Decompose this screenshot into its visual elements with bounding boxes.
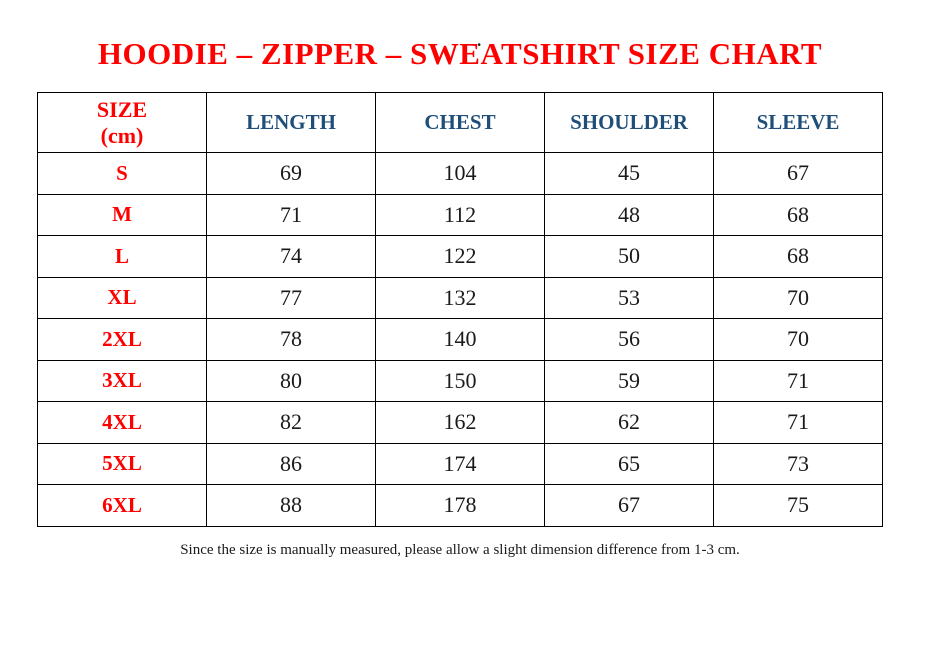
chest-value-cell: 178 [375, 484, 545, 527]
chest-value-cell: 132 [375, 276, 545, 319]
header-cell-chest: CHEST [375, 92, 545, 153]
measurement-disclaimer: Since the size is manually measured, ple… [180, 541, 740, 558]
length-value-cell: 69 [206, 152, 376, 195]
shoulder-value-cell: 56 [544, 318, 714, 361]
size-label-cell: 6XL [37, 484, 207, 527]
table-row: L 74 122 50 68 [37, 235, 883, 278]
header-cell-shoulder: SHOULDER [544, 92, 714, 153]
shoulder-value-cell: 62 [544, 401, 714, 444]
shoulder-value-cell: 50 [544, 235, 714, 278]
table-row: 5XL 86 174 65 73 [37, 442, 883, 485]
sleeve-value-cell: 71 [713, 401, 883, 444]
size-label-cell: S [37, 152, 207, 195]
length-value-cell: 74 [206, 235, 376, 278]
sleeve-value-cell: 68 [713, 193, 883, 236]
length-value-cell: 80 [206, 359, 376, 402]
size-header-line1: SIZE [96, 97, 148, 123]
length-value-cell: 86 [206, 442, 376, 485]
table-row: 4XL 82 162 62 71 [37, 401, 883, 444]
page-content: HOODIE – ZIPPER – SWEATSHIRT SIZE CHART … [37, 36, 883, 559]
chest-value-cell: 104 [375, 152, 545, 195]
length-value-cell: 71 [206, 193, 376, 236]
table-header-row: SIZE (cm) LENGTH CHEST SHOULDER SLEEVE [37, 92, 883, 153]
shoulder-value-cell: 67 [544, 484, 714, 527]
stray-dot-mark: . [477, 31, 482, 50]
size-label-cell: 4XL [37, 401, 207, 444]
size-label-cell: XL [37, 276, 207, 319]
shoulder-value-cell: 65 [544, 442, 714, 485]
size-label-cell: 5XL [37, 442, 207, 485]
chest-value-cell: 150 [375, 359, 545, 402]
header-cell-length: LENGTH [206, 92, 376, 153]
table-row: S 69 104 45 67 [37, 152, 883, 195]
sleeve-value-cell: 70 [713, 318, 883, 361]
chest-value-cell: 112 [375, 193, 545, 236]
sleeve-value-cell: 68 [713, 235, 883, 278]
length-value-cell: 82 [206, 401, 376, 444]
length-value-cell: 88 [206, 484, 376, 527]
size-label-cell: 2XL [37, 318, 207, 361]
shoulder-value-cell: 59 [544, 359, 714, 402]
header-cell-size: SIZE (cm) [37, 92, 207, 153]
header-cell-sleeve: SLEEVE [713, 92, 883, 153]
length-value-cell: 77 [206, 276, 376, 319]
shoulder-value-cell: 48 [544, 193, 714, 236]
table-row: M 71 112 48 68 [37, 193, 883, 236]
sleeve-value-cell: 75 [713, 484, 883, 527]
chest-value-cell: 140 [375, 318, 545, 361]
table-row: 2XL 78 140 56 70 [37, 318, 883, 361]
table-row: 6XL 88 178 67 75 [37, 484, 883, 527]
chest-value-cell: 162 [375, 401, 545, 444]
chest-value-cell: 174 [375, 442, 545, 485]
size-label-cell: M [37, 193, 207, 236]
table-row: XL 77 132 53 70 [37, 276, 883, 319]
size-label-cell: 3XL [37, 359, 207, 402]
sleeve-value-cell: 70 [713, 276, 883, 319]
shoulder-value-cell: 45 [544, 152, 714, 195]
length-value-cell: 78 [206, 318, 376, 361]
page-title: HOODIE – ZIPPER – SWEATSHIRT SIZE CHART [97, 36, 823, 71]
chest-value-cell: 122 [375, 235, 545, 278]
sleeve-value-cell: 73 [713, 442, 883, 485]
sleeve-value-cell: 67 [713, 152, 883, 195]
size-chart-table: SIZE (cm) LENGTH CHEST SHOULDER SLEEVE S… [37, 92, 883, 527]
table-row: 3XL 80 150 59 71 [37, 359, 883, 402]
size-header-line2: (cm) [100, 122, 144, 148]
size-label-cell: L [37, 235, 207, 278]
sleeve-value-cell: 71 [713, 359, 883, 402]
shoulder-value-cell: 53 [544, 276, 714, 319]
